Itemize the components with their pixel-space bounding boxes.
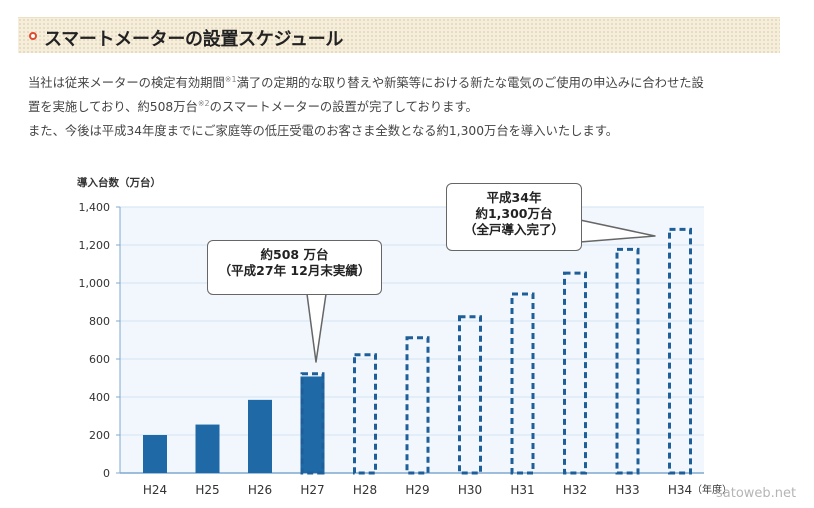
footnote-ref-2[interactable]: ※2 [197, 99, 210, 108]
y-tick-label: 1,400 [79, 201, 111, 214]
bullet-circle-icon [29, 32, 37, 40]
callout-actual-line2: （平成27年 12月末実績） [218, 263, 371, 278]
bar-planned [353, 353, 377, 475]
bar-actual [195, 424, 220, 473]
y-axis-label: 導入台数（万台） [77, 176, 161, 189]
callout-target-line1: 平成34年 [486, 190, 542, 205]
x-tick-label: H28 [353, 483, 377, 497]
x-tick-label: H26 [248, 483, 272, 497]
x-tick-label: H24 [143, 483, 167, 497]
x-tick-label: H31 [510, 483, 534, 497]
intro-text: 当社は従来メーターの検定有効期間※1満了の定期的な取り替えや新築等における新たな… [28, 71, 788, 143]
x-axis-unit: （年度） [692, 483, 732, 496]
y-tick-label: 400 [89, 391, 110, 404]
bar-planned [405, 336, 430, 475]
callout-target: 平成34年 約1,300万台 （全戸導入完了） [446, 183, 582, 251]
y-tick-label: 1,000 [79, 277, 111, 290]
y-tick-label: 800 [89, 315, 110, 328]
bar-planned [300, 372, 325, 475]
x-tick-label: H29 [405, 483, 429, 497]
callout-target-line3: （全戸導入完了） [463, 222, 564, 237]
x-tick-label: H30 [458, 483, 482, 497]
intro-paragraph-2: また、今後は平成34年度までにご家庭等の低圧受電のお客さま全数となる約1,300… [28, 124, 619, 138]
callout-target-line2: 約1,300万台 [475, 206, 553, 221]
y-tick-label: 600 [89, 353, 110, 366]
callout-actual: 約508 万台 （平成27年 12月末実績） [207, 240, 382, 295]
intro-text-line2b: のスマートメーターの設置が完了しております。 [209, 100, 478, 114]
footnote-ref-1[interactable]: ※1 [224, 75, 237, 84]
intro-paragraph-1: 当社は従来メーターの検定有効期間※1満了の定期的な取り替えや新築等における新たな… [28, 71, 788, 119]
section-header: スマートメーターの設置スケジュール [18, 17, 780, 53]
intro-text-line1b: 満了の定期的な取り替えや新築等における新たな電気のご使用の申込みに合わせた設 [236, 76, 704, 90]
y-tick-label: 1,200 [79, 239, 111, 252]
intro-text-line1: 当社は従来メーターの検定有効期間 [28, 76, 225, 90]
x-tick-label: H27 [300, 483, 324, 497]
bar-actual [143, 435, 167, 473]
bar-actual [248, 399, 272, 473]
intro-text-line2a: 置を実施しており、約508万台 [28, 100, 198, 114]
callout-actual-line1: 約508 万台 [260, 247, 329, 262]
bar-planned [668, 227, 692, 475]
bar-planned [615, 247, 640, 475]
y-tick-label: 0 [103, 467, 110, 480]
section-title: スマートメーターの設置スケジュール [44, 29, 344, 50]
bar-planned [458, 315, 482, 475]
bar-actual [300, 376, 325, 473]
x-tick-label: H33 [615, 483, 639, 497]
x-tick-label: H34 [668, 483, 692, 497]
bar-planned [563, 271, 587, 475]
x-tick-label: H32 [563, 483, 587, 497]
x-tick-label: H25 [195, 483, 219, 497]
watermark: satoweb.net [716, 486, 797, 501]
y-tick-label: 200 [89, 429, 110, 442]
bar-planned [510, 292, 535, 475]
